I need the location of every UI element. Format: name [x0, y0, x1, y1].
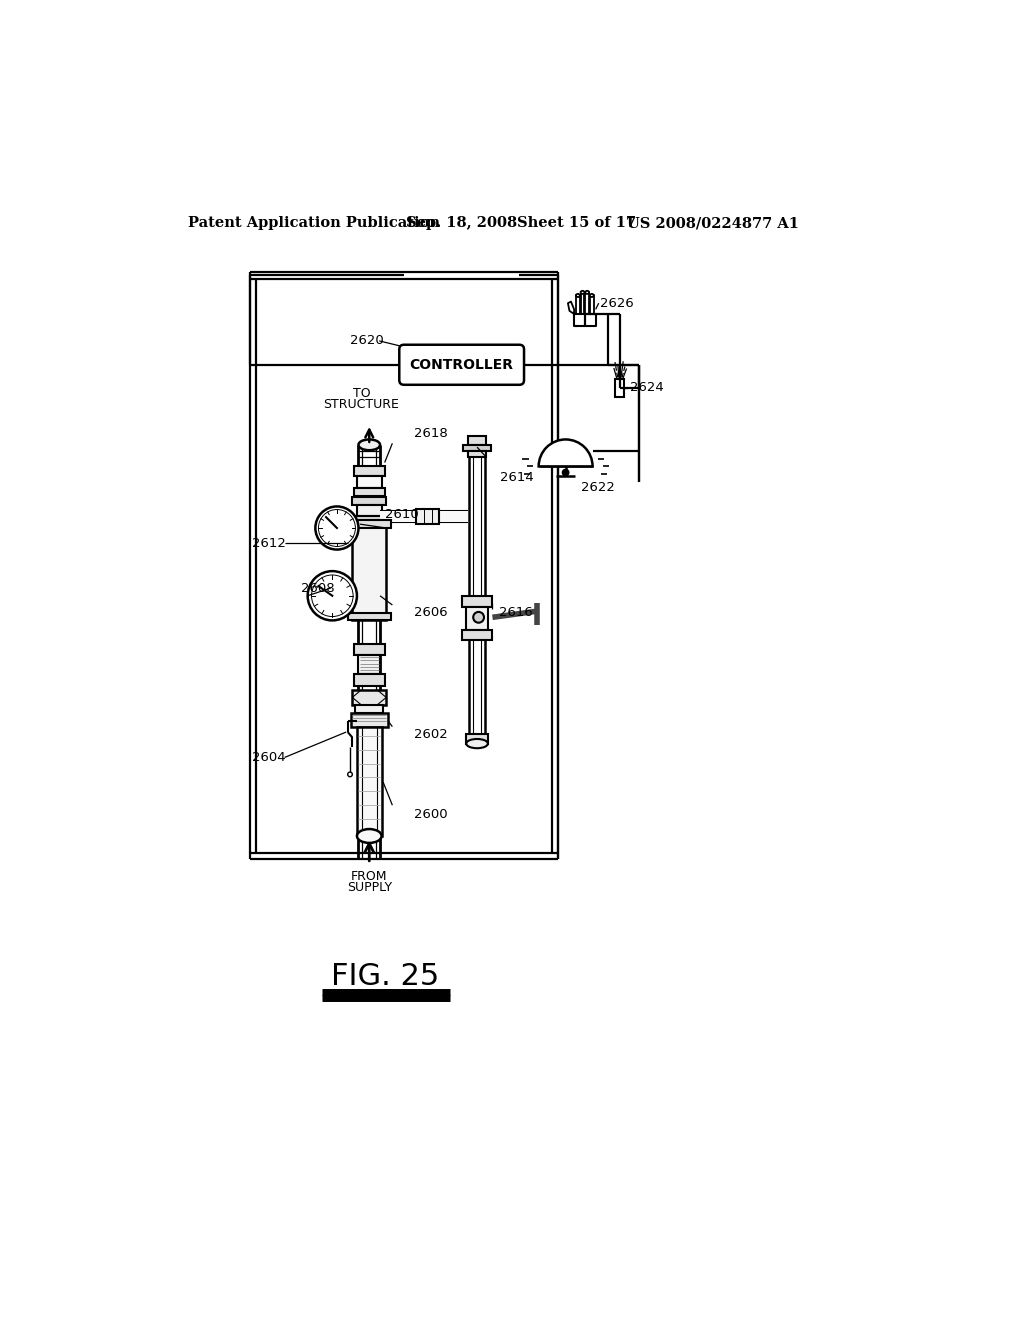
Text: 2604: 2604	[252, 751, 286, 764]
Polygon shape	[590, 296, 594, 314]
Ellipse shape	[577, 294, 580, 297]
Text: Sheet 15 of 17: Sheet 15 of 17	[517, 216, 636, 230]
Circle shape	[311, 576, 353, 616]
Ellipse shape	[358, 440, 380, 450]
Bar	[466, 607, 487, 630]
Text: 2622: 2622	[581, 482, 614, 495]
Text: TO: TO	[352, 387, 371, 400]
Bar	[330, 594, 336, 598]
Bar	[468, 436, 486, 445]
Bar	[416, 508, 439, 524]
Bar	[354, 644, 385, 655]
Bar	[352, 520, 386, 620]
Polygon shape	[581, 293, 585, 314]
Polygon shape	[577, 296, 580, 314]
Polygon shape	[574, 314, 596, 326]
Bar	[462, 630, 493, 640]
Text: 2612: 2612	[252, 537, 286, 550]
Polygon shape	[568, 302, 574, 314]
Polygon shape	[586, 293, 589, 314]
Bar	[357, 726, 382, 836]
Text: 2602: 2602	[414, 727, 447, 741]
Bar	[351, 713, 388, 726]
Bar	[466, 734, 487, 743]
Bar	[357, 475, 382, 488]
Text: STRUCTURE: STRUCTURE	[324, 397, 399, 411]
Text: 2616: 2616	[499, 606, 532, 619]
Circle shape	[315, 507, 358, 549]
Bar	[468, 451, 486, 457]
Circle shape	[562, 470, 568, 475]
Text: 2610: 2610	[385, 508, 419, 520]
Circle shape	[473, 612, 484, 623]
Text: 2606: 2606	[414, 606, 447, 619]
Text: US 2008/0224877 A1: US 2008/0224877 A1	[628, 216, 799, 230]
Bar	[355, 705, 383, 713]
Ellipse shape	[590, 294, 594, 297]
Bar	[348, 520, 391, 528]
Text: SUPPLY: SUPPLY	[347, 880, 392, 894]
Ellipse shape	[357, 829, 382, 843]
Circle shape	[307, 572, 357, 620]
Bar	[354, 675, 385, 686]
Ellipse shape	[586, 290, 589, 294]
Bar	[354, 466, 385, 475]
Text: 2624: 2624	[630, 381, 664, 395]
Bar	[614, 379, 625, 397]
Text: FROM: FROM	[351, 870, 387, 883]
Text: 2618: 2618	[414, 426, 447, 440]
Text: FIG. 25: FIG. 25	[331, 962, 439, 990]
Bar	[358, 655, 380, 675]
Bar	[463, 445, 490, 451]
Bar	[352, 516, 386, 524]
Circle shape	[348, 772, 352, 776]
Text: 2620: 2620	[350, 334, 384, 347]
Bar	[352, 690, 386, 705]
Wedge shape	[539, 440, 593, 466]
Text: 2626: 2626	[600, 297, 634, 310]
Bar	[357, 506, 382, 516]
FancyBboxPatch shape	[399, 345, 524, 385]
Text: Patent Application Publication: Patent Application Publication	[188, 216, 440, 230]
Bar	[462, 595, 493, 607]
Bar	[380, 511, 468, 521]
Circle shape	[318, 510, 355, 546]
Bar	[334, 525, 340, 531]
Text: 2600: 2600	[414, 808, 447, 821]
Text: 2614: 2614	[500, 471, 534, 483]
Bar	[352, 498, 386, 506]
Text: 2608: 2608	[301, 582, 335, 594]
Bar	[354, 488, 385, 496]
Ellipse shape	[581, 290, 585, 294]
Bar	[348, 612, 391, 620]
Text: Sep. 18, 2008: Sep. 18, 2008	[407, 216, 517, 230]
Text: CONTROLLER: CONTROLLER	[410, 358, 514, 372]
Ellipse shape	[466, 739, 487, 748]
